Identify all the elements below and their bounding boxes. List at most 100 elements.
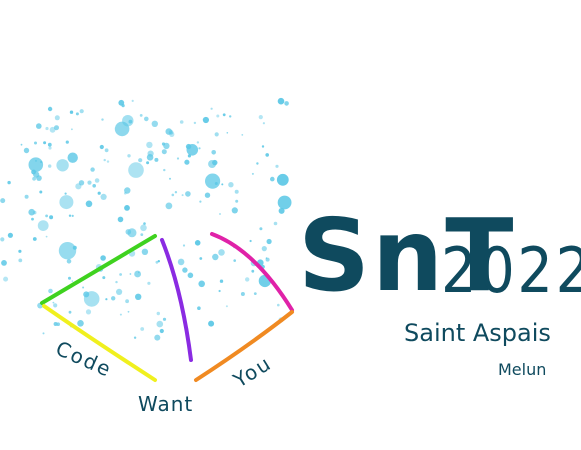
splatter-dot — [156, 320, 164, 328]
splatter-dot — [45, 126, 49, 131]
splatter-dot — [214, 182, 218, 185]
splatter-dot — [147, 150, 154, 157]
splatter-dot — [261, 145, 265, 148]
splatter-dot — [85, 309, 92, 315]
splatter-dot — [163, 168, 166, 172]
splatter-dot — [54, 125, 59, 131]
splatter-dot — [49, 215, 54, 220]
splatter-dot — [18, 249, 22, 253]
splatter-dot — [83, 291, 90, 298]
splatter-dot — [275, 164, 279, 168]
splatter-dot — [218, 249, 225, 256]
city-name: Melun — [498, 360, 547, 379]
main-title: SnT — [298, 197, 516, 314]
splatter-dot — [194, 240, 201, 246]
splatter-dot — [77, 320, 84, 327]
splatter-dot — [159, 328, 164, 334]
splatter-dot — [0, 237, 5, 242]
word-want: Want — [138, 392, 194, 416]
splatter-dot — [56, 159, 69, 172]
splatter-dot — [43, 141, 47, 145]
splatter-dot — [197, 306, 201, 311]
splatter-dot — [245, 277, 250, 282]
splatter-dot — [71, 128, 73, 131]
splatter-dot — [3, 276, 9, 282]
splatter-dot — [82, 286, 85, 289]
splatter-dot — [52, 301, 55, 304]
splatter-dot — [174, 191, 178, 194]
splatter-dot — [106, 160, 110, 163]
splatter-dot — [53, 322, 58, 326]
splatter-dot — [75, 112, 79, 116]
splatter-dot — [151, 120, 158, 128]
splatter-dot — [251, 269, 255, 273]
splatter-dot — [72, 245, 77, 250]
splatter-dot — [262, 122, 265, 125]
splatter-dot — [71, 280, 74, 282]
splatter-dot — [24, 194, 29, 199]
splatter-dot — [66, 259, 72, 264]
splatter-dot — [202, 116, 209, 124]
splatter-dot — [104, 148, 109, 153]
edge-orange — [194, 310, 294, 382]
splatter-dot — [187, 272, 194, 279]
splatter-dot — [100, 193, 107, 200]
edge-yellow — [42, 304, 157, 382]
splatter-dot — [117, 216, 124, 223]
splatter-dot — [265, 257, 270, 262]
splatter-dot — [186, 144, 199, 156]
splatter-dot — [169, 177, 171, 180]
splatter-dot — [127, 310, 130, 313]
splatter-dot — [146, 161, 150, 165]
splatter-dot — [116, 288, 123, 295]
splatter-dot — [67, 152, 78, 163]
paint-splatter — [0, 97, 292, 341]
splatter-dot — [185, 191, 191, 197]
splatter-dot — [154, 157, 159, 162]
splatter-dot — [259, 227, 263, 231]
splatter-dot — [64, 192, 67, 195]
splatter-dot — [49, 126, 56, 133]
splatter-dot — [90, 167, 95, 172]
splatter-dot — [99, 144, 104, 150]
splatter-dot — [171, 193, 175, 197]
splatter-dot — [7, 232, 13, 238]
splatter-dot — [210, 107, 213, 110]
splatter-dot — [68, 276, 71, 280]
splatter-dot — [199, 257, 203, 260]
splatter-dot — [219, 279, 224, 283]
splatter-dot — [265, 153, 270, 157]
splatter-dot — [68, 310, 72, 314]
splatter-dot — [32, 237, 37, 241]
splatter-dot — [58, 242, 77, 260]
splatter-dot — [97, 191, 101, 195]
splatter-dot — [139, 114, 143, 117]
splatter-dot — [258, 115, 263, 120]
splatter-dot — [228, 182, 234, 188]
splatter-dot — [155, 260, 159, 264]
splatter-dot — [256, 162, 259, 165]
splatter-dot — [176, 157, 180, 160]
splatter-dot — [101, 118, 104, 121]
splatter-dot — [211, 150, 216, 155]
splatter-dot — [133, 336, 137, 339]
splatter-dot — [54, 115, 60, 121]
splatter-dot — [42, 332, 45, 335]
splatter-dot — [59, 195, 74, 210]
school-name: Saint Aspais — [404, 319, 551, 347]
diamond-shape — [40, 232, 294, 382]
splatter-dot — [141, 248, 149, 255]
splatter-dot — [31, 169, 36, 175]
splatter-dot — [212, 159, 218, 166]
splatter-dot — [129, 273, 132, 275]
splatter-dot — [28, 208, 35, 216]
splatter-dot — [92, 184, 96, 188]
splatter-dot — [7, 180, 11, 185]
splatter-dot — [199, 200, 202, 203]
splatter-dot — [18, 258, 23, 263]
splatter-dot — [131, 99, 134, 102]
splatter-dot — [219, 213, 221, 215]
splatter-dot — [273, 221, 278, 226]
splatter-dot — [28, 157, 44, 172]
